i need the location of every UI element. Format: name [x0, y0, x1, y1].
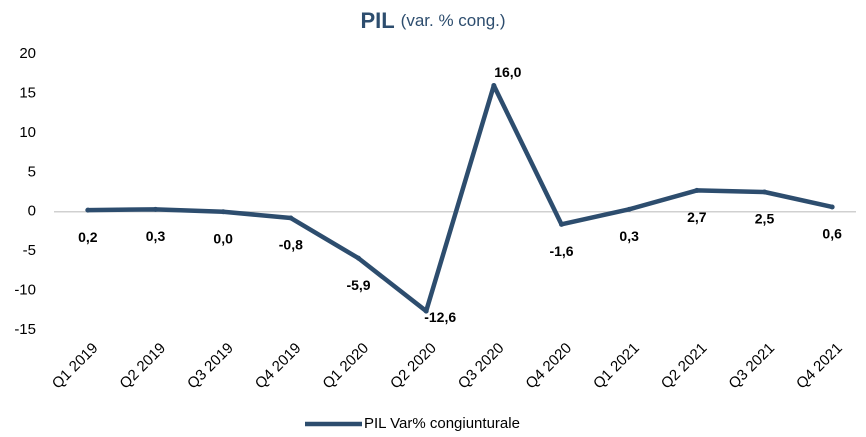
y-tick-label: 0: [28, 203, 36, 220]
data-label: 16,0: [494, 64, 521, 80]
data-point: [288, 215, 294, 221]
data-point: [356, 255, 361, 261]
y-tick-label: -15: [14, 321, 36, 338]
x-tick-label: Q1 2021: [590, 340, 643, 393]
x-tick-label: Q3 2019: [184, 340, 237, 393]
data-point: [626, 206, 632, 212]
data-label: 0,3: [619, 228, 639, 244]
data-label: 2,5: [755, 211, 775, 227]
data-label: 0,6: [822, 226, 842, 242]
legend-label: PIL Var% congiunturale: [364, 415, 520, 432]
data-point: [491, 83, 497, 89]
x-tick-label: Q4 2020: [522, 340, 575, 393]
data-point: [153, 206, 158, 212]
chart-subtitle: (var. % cong.): [401, 11, 506, 30]
data-label: 0,0: [213, 230, 233, 246]
y-tick-label: -10: [14, 282, 36, 299]
x-tick-label: Q3 2020: [455, 340, 508, 393]
x-tick-label: Q2 2020: [387, 340, 440, 393]
y-tick-label: 5: [28, 163, 36, 180]
data-line: [87, 83, 833, 314]
x-tick-label: Q1 2020: [319, 340, 372, 393]
y-tick-label: 15: [19, 84, 36, 101]
x-tick-label: Q1 2019: [49, 340, 102, 393]
data-point: [829, 204, 835, 210]
x-tick-label: Q2 2021: [658, 340, 711, 393]
data-point: [220, 209, 226, 215]
data-point: [694, 187, 700, 193]
chart-title-group: PIL (var. % cong.): [360, 8, 505, 33]
data-label: 0,2: [78, 229, 98, 245]
data-label: -12,6: [424, 309, 456, 325]
data-label: -5,9: [346, 277, 370, 293]
y-tick-label: 20: [19, 45, 36, 62]
data-point: [423, 308, 429, 314]
data-point: [762, 189, 767, 195]
data-point: [559, 221, 564, 227]
data-label: -0,8: [279, 237, 303, 253]
data-label: -1,6: [549, 243, 573, 259]
chart-title: PIL: [360, 8, 394, 33]
data-label: 2,7: [687, 209, 707, 225]
x-tick-label: Q4 2021: [793, 340, 846, 393]
x-tick-label: Q3 2021: [725, 340, 778, 393]
data-point: [85, 207, 91, 213]
x-tick-label: Q2 2019: [116, 340, 169, 393]
data-label: 0,3: [146, 228, 166, 244]
y-tick-label: 10: [19, 124, 36, 141]
x-tick-label: Q4 2019: [252, 340, 305, 393]
y-tick-label: -5: [23, 242, 36, 259]
